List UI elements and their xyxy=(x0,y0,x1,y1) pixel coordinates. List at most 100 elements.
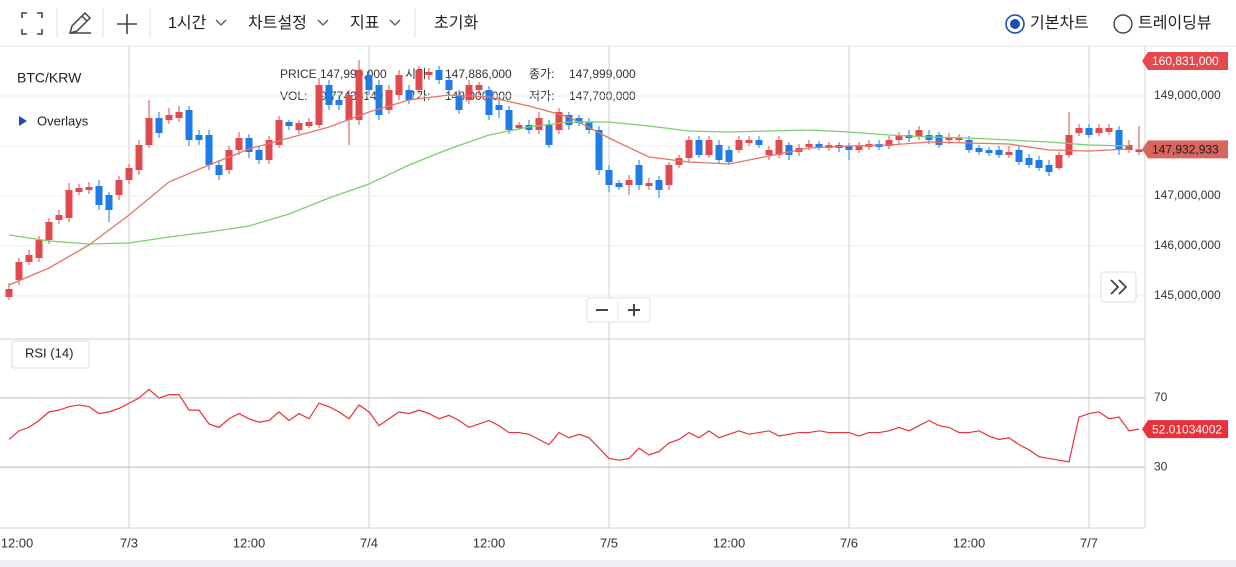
candle-body xyxy=(45,222,53,240)
interval-dropdown[interactable]: 1시간 xyxy=(168,14,207,32)
candle-body xyxy=(25,255,33,262)
candle-body xyxy=(545,125,553,145)
x-tick-label: 12:00 xyxy=(473,535,506,550)
rsi-label-box xyxy=(11,340,90,369)
candle-body xyxy=(1025,158,1033,165)
candle-body xyxy=(705,140,713,155)
candle-body xyxy=(935,135,943,145)
chevron xyxy=(215,19,227,26)
candle-body xyxy=(1105,128,1113,132)
candle-body xyxy=(775,140,783,155)
radio-dot xyxy=(1010,19,1020,29)
candle-body xyxy=(785,145,793,155)
candle-body xyxy=(1095,128,1103,133)
zoom-in-button[interactable] xyxy=(628,304,640,316)
candle-body xyxy=(675,158,683,165)
radio-selected[interactable] xyxy=(1005,14,1025,34)
symbol: BTC/KRW xyxy=(17,70,82,86)
candle-body xyxy=(465,85,473,100)
candle-body xyxy=(685,140,693,158)
candle-body xyxy=(365,75,373,90)
rsi-value-tag-bg xyxy=(1142,420,1228,439)
candle-body xyxy=(265,140,273,160)
settings-dropdown[interactable]: 차트설정 xyxy=(248,14,307,32)
expand-button[interactable] xyxy=(21,12,43,35)
candle-body xyxy=(375,85,383,115)
info-value: 147,886,000 xyxy=(445,67,512,81)
candle-body xyxy=(395,75,403,95)
info-value: 147,999,000 xyxy=(320,67,387,81)
candle-body xyxy=(575,118,583,123)
reset-button[interactable]: 초기화 xyxy=(434,14,478,32)
candle-body xyxy=(1045,165,1053,172)
moving-average xyxy=(8,121,1130,245)
overlay-controls xyxy=(586,271,1137,323)
candle-body xyxy=(485,90,493,115)
candle-body xyxy=(235,138,243,150)
candle-body xyxy=(885,140,893,146)
candle-body xyxy=(405,90,413,100)
footer xyxy=(0,560,1236,567)
candle-body xyxy=(845,146,853,150)
crosshair-button[interactable] xyxy=(117,14,137,34)
y-tick-label: 149,000,000 xyxy=(1154,88,1221,102)
candle-body xyxy=(195,135,203,140)
candle-body xyxy=(325,85,333,105)
candle-body xyxy=(115,180,123,195)
moving-average xyxy=(8,94,1130,286)
candle-body xyxy=(765,150,773,155)
candle-body xyxy=(15,262,23,280)
candle-body xyxy=(215,165,223,175)
draw-button[interactable] xyxy=(68,11,92,35)
candle-body xyxy=(1035,160,1043,168)
candle-body xyxy=(585,122,593,130)
candle-body xyxy=(355,70,363,120)
indicators-dropdown[interactable]: 지표 xyxy=(350,14,379,32)
x-tick-label: 7/7 xyxy=(1080,535,1098,550)
candle-body xyxy=(75,188,83,192)
rsi-label: RSI (14) xyxy=(25,345,73,360)
candle-body xyxy=(1125,145,1133,150)
candle-body xyxy=(615,183,623,187)
overlays-toggle[interactable]: Overlays xyxy=(37,113,89,128)
candle-body xyxy=(65,190,73,218)
candle-body xyxy=(305,122,313,126)
view-option[interactable]: 트레이딩뷰 xyxy=(1138,14,1212,32)
candle-body xyxy=(805,144,813,147)
candle-body xyxy=(1135,149,1143,152)
x-tick-label: 7/4 xyxy=(360,535,378,550)
candle-body xyxy=(1055,155,1063,168)
candle-body xyxy=(505,110,513,130)
candle-body xyxy=(145,118,153,145)
x-tick-label: 7/6 xyxy=(840,535,858,550)
y-tick-label: 30 xyxy=(1154,459,1168,473)
candle-body xyxy=(125,168,133,180)
candle-body xyxy=(755,140,763,145)
view-option[interactable]: 기본차트 xyxy=(1030,14,1089,32)
candle-body xyxy=(335,100,343,105)
candle-body xyxy=(455,95,463,110)
candle-body xyxy=(5,289,13,297)
candle-body xyxy=(1005,152,1013,155)
candle-body xyxy=(625,180,633,185)
y-tick-label: 146,000,000 xyxy=(1154,238,1221,252)
rsi-value-tag: 52.01034002 xyxy=(1152,422,1222,436)
candle-body xyxy=(415,70,423,90)
candle-body xyxy=(745,140,753,143)
candle-body xyxy=(725,150,733,162)
candle-body xyxy=(855,146,863,150)
overlays-toggle-icon[interactable] xyxy=(19,116,27,126)
toolbar xyxy=(0,0,1236,46)
candle-body xyxy=(425,72,433,75)
y-tick-label: 70 xyxy=(1154,390,1168,404)
candle-body xyxy=(945,137,953,140)
radio[interactable] xyxy=(1113,14,1133,34)
candle-body xyxy=(225,150,233,170)
candle-body xyxy=(1065,135,1073,155)
x-tick-label: 7/3 xyxy=(120,535,138,550)
candle-body xyxy=(635,165,643,185)
candle-body xyxy=(275,120,283,145)
